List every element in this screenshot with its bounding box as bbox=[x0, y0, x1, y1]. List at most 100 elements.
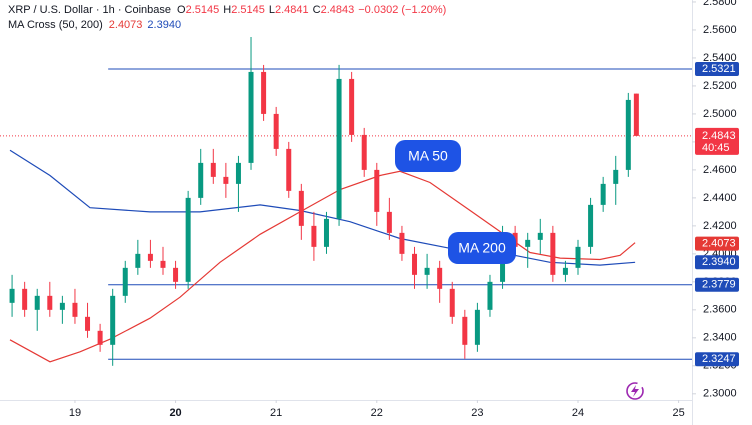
y-tick-label: 2.3400 bbox=[703, 332, 737, 344]
ohlc-letter: C bbox=[313, 4, 321, 16]
candle-body bbox=[110, 295, 116, 345]
logo-icon bbox=[626, 382, 644, 400]
x-tick-label: 22 bbox=[371, 407, 383, 419]
level-badge bbox=[695, 61, 739, 76]
header: XRP / U.S. Dollar · 1h · Coinbase MA Cro… bbox=[8, 4, 446, 31]
y-tick-label: 2.4600 bbox=[703, 164, 737, 176]
candle-body bbox=[198, 162, 204, 198]
candle-body bbox=[633, 93, 639, 136]
candle-body bbox=[85, 316, 91, 331]
candle-body bbox=[613, 169, 619, 184]
candle-body bbox=[525, 239, 531, 247]
ohlc-value: 2.4843 bbox=[321, 4, 355, 16]
ma-badge bbox=[695, 255, 739, 270]
candle-body bbox=[173, 267, 179, 282]
candle-body bbox=[462, 316, 468, 345]
ma-badge bbox=[695, 236, 739, 251]
candle-body bbox=[474, 309, 480, 345]
candle-body bbox=[361, 134, 367, 170]
candle-body bbox=[147, 253, 153, 261]
x-tick-label: 25 bbox=[672, 407, 684, 419]
candle-body bbox=[575, 246, 581, 268]
x-tick-label: 21 bbox=[270, 407, 282, 419]
level-badge bbox=[695, 277, 739, 292]
candle-body bbox=[487, 281, 493, 310]
y-tick-label: 2.5200 bbox=[703, 80, 737, 92]
candle-body bbox=[600, 183, 606, 205]
logo-ring bbox=[626, 382, 644, 400]
candle-body bbox=[97, 330, 103, 345]
ohlc-letter: O bbox=[177, 4, 186, 16]
candle-body bbox=[286, 148, 292, 191]
y-tick-label: 2.5600 bbox=[703, 24, 737, 36]
x-tick-label: 23 bbox=[471, 407, 483, 419]
logo-bolt bbox=[631, 385, 639, 397]
legend-value: 2.4073 bbox=[109, 19, 143, 31]
candle-body bbox=[122, 267, 128, 296]
y-tick-label: 2.5000 bbox=[703, 108, 737, 120]
ohlc-letter: H bbox=[223, 4, 231, 16]
candle-body bbox=[135, 253, 141, 268]
candle-body bbox=[412, 253, 418, 275]
candle-body bbox=[336, 78, 342, 219]
candle-body bbox=[374, 169, 380, 212]
candle-body bbox=[235, 162, 241, 184]
ohlc-value: 2.5145 bbox=[186, 4, 220, 16]
y-tick-label: 2.5800 bbox=[703, 0, 737, 8]
candle-body bbox=[537, 232, 543, 240]
ma-badge-label: 2.3940 bbox=[702, 256, 736, 268]
candle-body bbox=[210, 162, 216, 177]
level-label: 2.3247 bbox=[702, 353, 736, 365]
candle-body bbox=[59, 302, 65, 310]
y-tick-label: 2.3600 bbox=[703, 304, 737, 316]
candle-body bbox=[449, 288, 455, 317]
candle-body bbox=[437, 267, 443, 289]
candle-body bbox=[424, 267, 430, 275]
legend-value: 2.3940 bbox=[147, 19, 181, 31]
change: −0.0302 (−1.20%) bbox=[358, 4, 446, 16]
candle-body bbox=[550, 232, 556, 275]
price-badge bbox=[695, 127, 739, 155]
level-label: 2.5321 bbox=[702, 63, 736, 75]
candle-body bbox=[562, 267, 568, 275]
countdown: 40:45 bbox=[702, 142, 730, 154]
candle-body bbox=[399, 232, 405, 254]
candle-body bbox=[349, 78, 355, 135]
candle-body bbox=[311, 225, 317, 247]
annotation: MA 50 bbox=[408, 148, 448, 164]
y-tick-label: 2.4400 bbox=[703, 192, 737, 204]
x-tick-label: 20 bbox=[169, 407, 181, 419]
candle-body bbox=[261, 71, 267, 114]
price-label: 2.4843 bbox=[702, 130, 736, 142]
candle-body bbox=[160, 260, 166, 268]
ohlc-letter: L bbox=[269, 4, 275, 16]
y-tick-label: 2.4200 bbox=[703, 220, 737, 232]
candle-body bbox=[323, 218, 329, 247]
candle-body bbox=[248, 71, 254, 163]
ma-line bbox=[9, 149, 636, 266]
candle-body bbox=[9, 288, 15, 303]
axis-layer: 2.30002.32002.34002.36002.38002.40002.42… bbox=[69, 0, 737, 419]
level-badge bbox=[695, 352, 739, 367]
ohlc-value: 2.5145 bbox=[231, 4, 265, 16]
annotation-bubble bbox=[448, 232, 516, 264]
candle-body bbox=[34, 295, 40, 310]
y-tick-label: 2.3000 bbox=[703, 388, 737, 400]
candle-body bbox=[223, 176, 229, 184]
candle-body bbox=[72, 302, 78, 317]
level-label: 2.3779 bbox=[702, 279, 736, 291]
candle-body bbox=[625, 99, 631, 170]
x-tick-label: 19 bbox=[69, 407, 81, 419]
candle-body bbox=[185, 197, 191, 282]
candle-body bbox=[588, 204, 594, 247]
candle-body bbox=[298, 190, 304, 226]
candle-body bbox=[22, 288, 28, 310]
annotation-bubble bbox=[395, 140, 461, 172]
ui-layer: MA 50 MA 200 bbox=[395, 140, 644, 400]
candle-body bbox=[47, 295, 53, 310]
ma-badge-label: 2.4073 bbox=[702, 238, 736, 250]
